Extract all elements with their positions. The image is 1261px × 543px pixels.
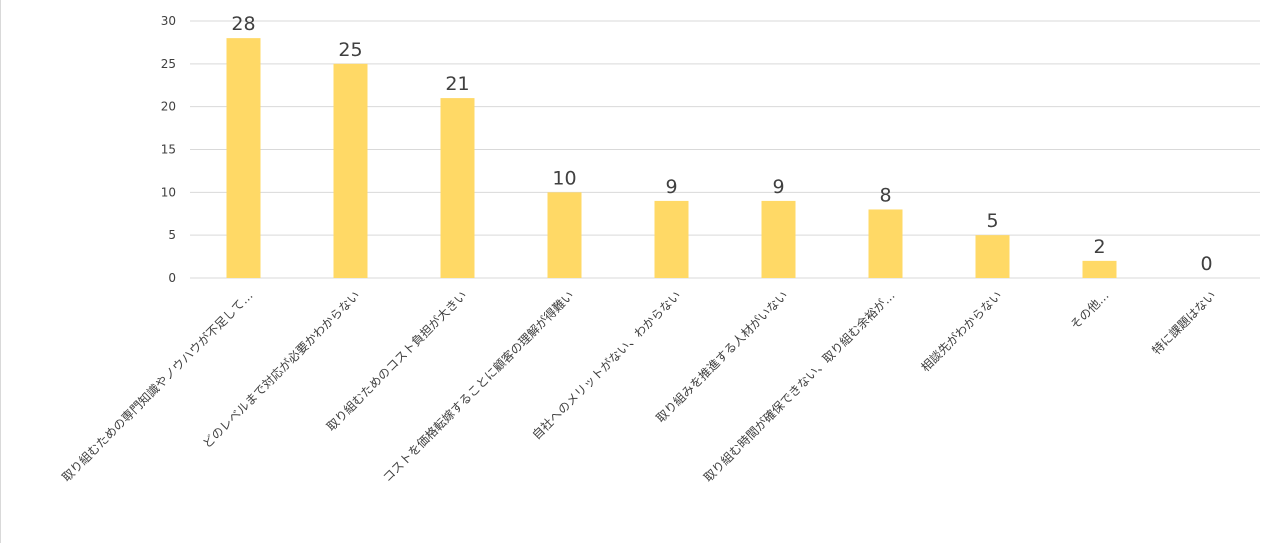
data-labels: 28 25 21 10 9 9 8 5 2 0 [231,13,1212,275]
chart-frame-left-edge [0,0,1,543]
x-category-label: 特に課題はない [1149,288,1219,358]
y-tick-label: 30 [161,14,176,28]
bar [868,209,903,278]
bar [333,63,368,279]
x-category-label: 取り組む時間が確保できない、取り組む余裕が… [700,288,897,485]
bar [226,38,261,279]
data-label: 5 [986,210,998,232]
gridlines [190,20,1260,279]
y-axis-tick-labels: 0 5 10 15 20 25 30 [161,14,176,285]
bars [226,38,1117,279]
y-tick-label: 5 [168,228,176,242]
x-category-label: 取り組むための専門知識やノウハウが不足して… [59,288,256,485]
x-axis-category-labels: 取り組むための専門知識やノウハウが不足して…どのレベルまで対応が必要かわからない… [59,288,1219,485]
data-label: 25 [338,39,362,61]
data-label: 21 [445,73,469,95]
bar [654,200,689,278]
data-label: 9 [665,176,677,198]
data-label: 28 [231,13,255,35]
data-label: 0 [1200,253,1212,275]
bar [761,200,796,278]
x-category-label: コストを価格転嫁することに顧客の理解が得難い [379,288,576,485]
data-label: 8 [879,184,891,206]
data-label: 9 [772,176,784,198]
bar [1082,260,1117,278]
data-label: 2 [1093,236,1105,258]
y-tick-label: 15 [161,143,176,157]
bar [547,192,582,278]
bar [975,235,1010,278]
y-tick-label: 25 [161,57,176,71]
bar [440,98,475,278]
x-category-label: その他… [1068,288,1112,332]
y-tick-label: 20 [161,100,176,114]
data-label: 10 [552,167,576,189]
y-tick-label: 0 [168,271,176,285]
y-tick-label: 10 [161,185,176,199]
x-category-label: 相談先がわからない [918,288,1005,375]
